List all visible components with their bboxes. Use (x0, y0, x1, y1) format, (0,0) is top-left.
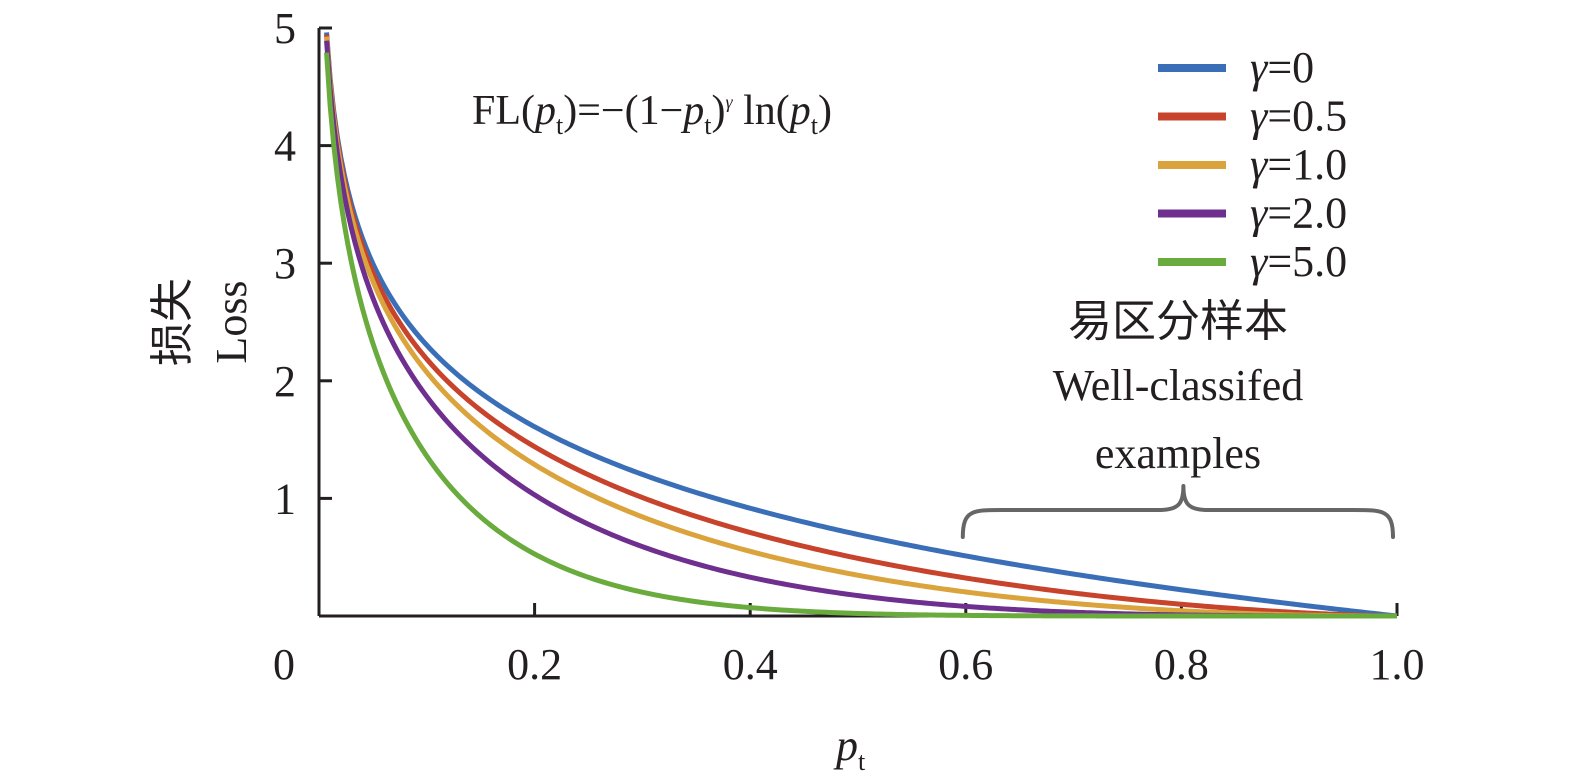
series-line-gamma-5 (324, 52, 1397, 619)
x-tick-label: 0.4 (723, 640, 778, 689)
series-line-gamma-1 (324, 36, 1397, 619)
annotation-brace (960, 484, 1395, 539)
annotation-zh: 易区分样本 (1068, 296, 1288, 347)
x-axis-title: pt (833, 721, 866, 776)
legend-item: γ=5.0 (1158, 237, 1347, 286)
y-axis-title-zh: 损失 (147, 278, 198, 366)
series-line-gamma-0-5 (324, 34, 1398, 619)
legend-item: γ=0 (1158, 43, 1314, 92)
legend-label: γ=0.5 (1250, 92, 1347, 141)
x-tick-label: 1.0 (1370, 640, 1425, 689)
y-tick-label: 3 (274, 239, 296, 288)
legend-label: γ=0 (1250, 43, 1314, 92)
y-tick-label: 4 (274, 122, 296, 171)
annotation-en-line2: examples (1095, 429, 1261, 478)
legend-label: γ=5.0 (1250, 237, 1347, 286)
x-tick-label: 0.2 (507, 640, 562, 689)
y-axis-title-en: Loss (207, 280, 256, 363)
annotation-well-classified: 易区分样本 Well-classifed examples (960, 296, 1395, 539)
legend: γ=0γ=0.5γ=1.0γ=2.0γ=5.0 (1158, 43, 1347, 286)
x-tick-label: 0.6 (938, 640, 993, 689)
series-line-gamma-0 (324, 32, 1398, 619)
x-tick-label: 0 (273, 640, 295, 689)
formula: FL(pt)=−(1−pt)γ ln(pt) (472, 88, 832, 140)
annotation-en-line1: Well-classifed (1053, 361, 1304, 410)
series-group (324, 32, 1398, 619)
y-tick-label: 5 (274, 4, 296, 53)
legend-item: γ=1.0 (1158, 140, 1347, 189)
y-axis-title: 损失 Loss (147, 278, 256, 366)
ticks: 0 0.2 0.4 0.6 0.8 1.0 1 2 3 4 5 (273, 4, 1425, 689)
y-tick-label: 2 (274, 357, 296, 406)
legend-label: γ=1.0 (1250, 140, 1347, 189)
x-tick-label: 0.8 (1154, 640, 1209, 689)
legend-label: γ=2.0 (1250, 189, 1347, 238)
legend-item: γ=2.0 (1158, 189, 1347, 238)
y-tick-label: 1 (274, 474, 296, 523)
legend-item: γ=0.5 (1158, 92, 1347, 141)
